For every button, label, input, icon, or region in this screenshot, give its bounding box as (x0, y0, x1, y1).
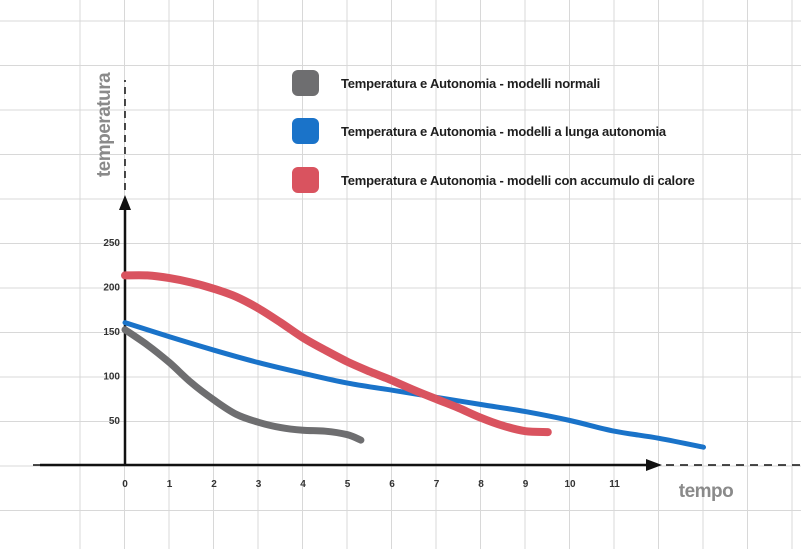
axes (33, 80, 801, 471)
x-tick-label: 4 (300, 479, 306, 490)
x-tick-label: 3 (256, 479, 262, 490)
y-tick-label: 50 (109, 416, 121, 427)
x-tick-label: 8 (478, 479, 484, 490)
x-tick-label: 0 (122, 479, 128, 490)
y-tick-label: 200 (103, 283, 120, 294)
series-lines (121, 271, 706, 450)
x-tick-label: 9 (523, 479, 529, 490)
legend-label-1: Temperatura e Autonomia - modelli normal… (341, 76, 600, 91)
legend: Temperatura e Autonomia - modelli normal… (292, 70, 695, 193)
x-tick-label: 7 (434, 479, 440, 490)
x-tick-label: 1 (167, 479, 173, 490)
series-line-3 (121, 271, 552, 437)
y-tick-label: 250 (103, 238, 120, 249)
x-tick-label: 10 (564, 479, 576, 490)
legend-label-3: Temperatura e Autonomia - modelli con ac… (341, 173, 695, 188)
y-axis-arrow (119, 195, 131, 210)
legend-swatch-1 (292, 70, 319, 96)
x-axis-arrow (646, 459, 662, 471)
x-tick-label: 2 (211, 479, 217, 490)
x-tick-label: 11 (609, 479, 620, 490)
series-line-1 (121, 326, 365, 444)
x-tick-label: 6 (389, 479, 395, 490)
y-axis-title: temperatura (94, 72, 115, 177)
legend-label-2: Temperatura e Autonomia - modelli a lung… (341, 124, 667, 139)
legend-swatch-2 (292, 118, 319, 144)
x-axis-title: tempo (679, 481, 734, 502)
y-tick-label: 100 (103, 372, 120, 383)
x-tick-label: 5 (345, 479, 351, 490)
legend-swatch-3 (292, 167, 319, 193)
series-line-2 (122, 320, 706, 450)
tick-labels: 0 1 2 3 4 5 6 7 8 9 10 11 50 100 150 200 250 (103, 238, 620, 490)
y-tick-label: 150 (103, 327, 120, 338)
